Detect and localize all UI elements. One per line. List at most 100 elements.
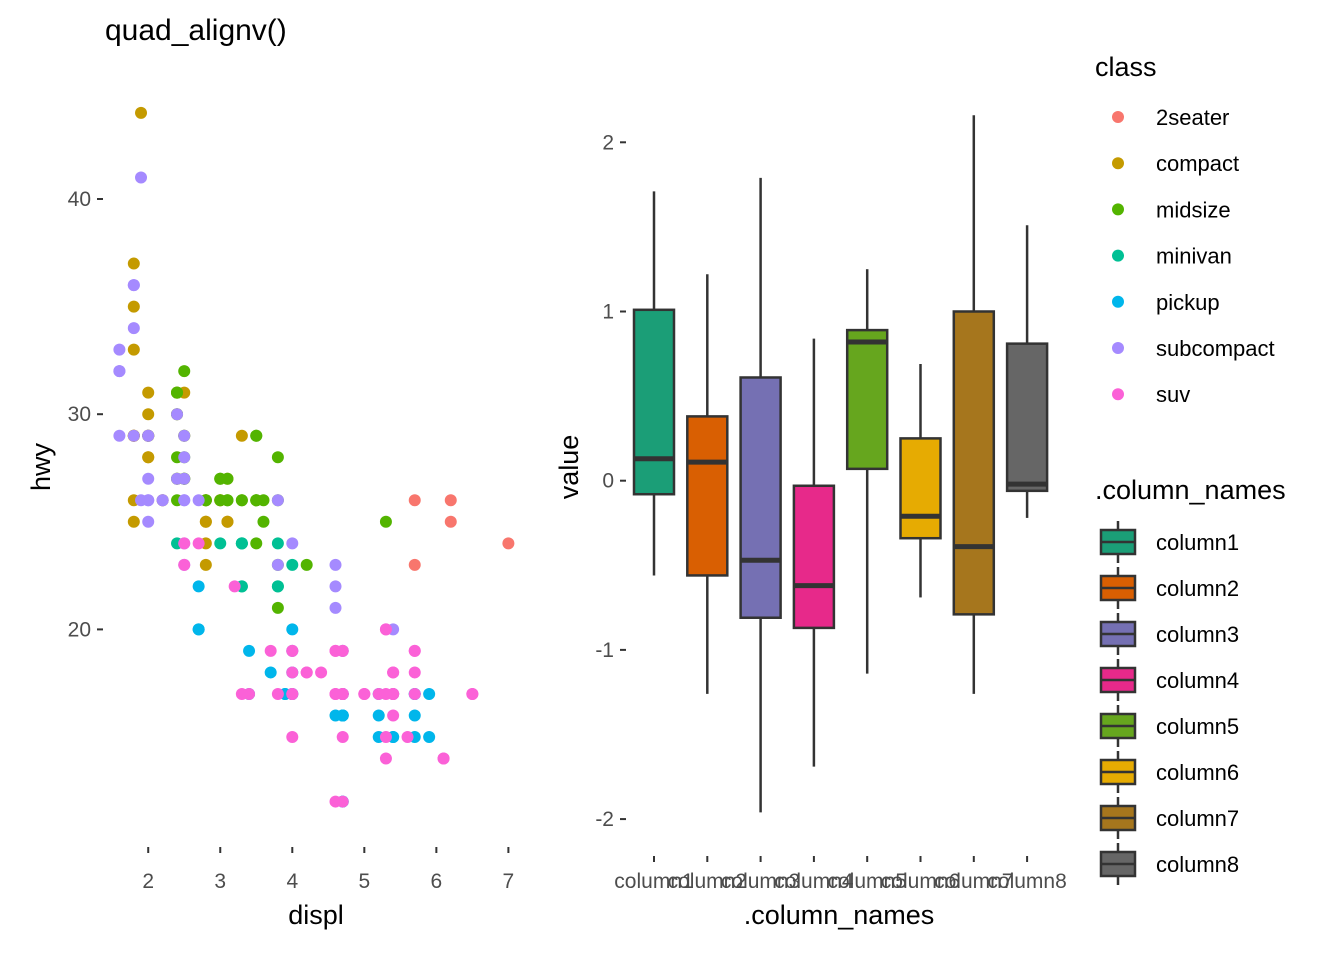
scatter-point-compact [142,386,155,399]
scatter-point-2seater [444,494,457,507]
legend-column-label: column5 [1156,714,1239,739]
scatter-y-tick-label: 20 [68,618,91,641]
scatter-point-compact [127,343,140,356]
box-column5 [845,328,889,471]
scatter-point-subcompact [178,472,191,485]
legend-class-key-subcompact [1112,342,1124,354]
box-x-ticks: column1column2column3column4column5colum… [614,856,1067,893]
box-y-tick-label: -2 [595,808,614,831]
box-column7 [952,310,996,616]
legend-class: class 2seater compact midsize minivan pickup… [1095,52,1275,407]
scatter-point-minivan [286,558,299,571]
scatter-point-suv [379,731,392,744]
scatter-x-tick-label: 4 [286,870,298,893]
legend-class-label: suv [1156,382,1190,407]
box-column2 [686,415,729,577]
scatter-point-suv [408,687,421,700]
legend-class-label: 2seater [1156,105,1229,130]
scatter-point-suv [379,752,392,765]
legend-class-label: compact [1156,151,1239,176]
scatter-point-2seater [502,537,515,550]
scatter-point-subcompact [329,580,342,593]
box-x-tick-label: column7 [934,870,1013,893]
scatter-point-midsize [171,386,184,399]
scatter-point-suv [192,537,205,550]
scatter-x-ticks: 2 3 4 5 6 7 [142,847,514,893]
scatter-point-pickup [264,666,277,679]
box-column8 [1005,342,1049,493]
scatter-point-suv [379,687,392,700]
scatter-point-subcompact [135,494,148,507]
box-column4 [792,484,836,630]
scatter-point-subcompact [127,429,140,442]
scatter-point-subcompact [329,558,342,571]
scatter-point-subcompact [271,558,284,571]
scatter-x-tick-label: 5 [358,870,370,893]
scatter-point-subcompact [286,537,299,550]
scatter-x-tick-label: 3 [214,870,226,893]
legend-class-label: minivan [1156,244,1232,269]
scatter-point-minivan [271,580,284,593]
legend-column-names: .column_names column1 column2 column3 colum… [1095,475,1286,885]
scatter-point-2seater [408,494,421,507]
scatter-panel: 20 30 40 2 3 4 5 6 7 displ hwy [26,106,515,930]
scatter-y-ticks: 20 30 40 [68,188,103,641]
scatter-point-subcompact [142,429,155,442]
scatter-points [113,106,515,808]
box-x-tick-label: column3 [721,870,800,893]
scatter-point-compact [127,300,140,313]
scatter-point-pickup [423,731,436,744]
scatter-point-pickup [329,709,342,722]
scatter-point-subcompact [135,171,148,184]
scatter-point-midsize [271,601,284,614]
scatter-point-pickup [192,623,205,636]
scatter-point-suv [286,687,299,700]
scatter-point-midsize [379,515,392,528]
legend-class-key-compact [1112,157,1124,170]
scatter-point-suv [271,687,284,700]
scatter-point-pickup [243,644,256,657]
scatter-point-pickup [192,580,205,593]
scatter-x-axis-title: displ [288,900,344,930]
scatter-point-2seater [444,515,457,528]
box-y-tick-label: 0 [602,470,614,493]
box-y-axis-title: value [554,435,584,500]
scatter-point-suv [286,644,299,657]
box-column6 [899,437,942,540]
legend-class-key-midsize [1112,203,1124,216]
scatter-x-tick-label: 6 [431,870,443,893]
boxplots [632,115,1049,813]
legend-column-label: column6 [1156,760,1239,785]
legend-class-key-2seater [1112,111,1124,123]
scatter-point-minivan [271,537,284,550]
scatter-point-suv [315,666,328,679]
scatter-point-suv [286,666,299,679]
scatter-point-compact [221,515,234,528]
legend-class-label: subcompact [1156,336,1275,361]
scatter-point-subcompact [113,365,126,378]
scatter-point-compact [199,515,212,528]
scatter-point-midsize [214,472,227,485]
scatter-point-suv [178,537,191,550]
scatter-point-2seater [408,558,421,571]
scatter-point-subcompact [142,515,155,528]
scatter-point-subcompact [156,494,169,507]
scatter-point-suv [286,731,299,744]
legend-class-key-suv [1112,388,1124,401]
scatter-y-axis-title: hwy [26,442,56,491]
legend-column-names-title: .column_names [1095,475,1286,505]
scatter-point-suv [408,666,421,679]
scatter-point-subcompact [171,408,184,421]
scatter-point-subcompact [142,472,155,485]
scatter-point-suv [408,644,421,657]
legend-column-label: column1 [1156,530,1239,555]
legend-class-title: class [1095,52,1157,82]
scatter-point-subcompact [127,279,140,292]
scatter-point-compact [235,429,248,442]
scatter-point-midsize [271,451,284,464]
box-column1 [632,308,676,496]
scatter-point-minivan [235,537,248,550]
legend-class-label: midsize [1156,197,1231,222]
